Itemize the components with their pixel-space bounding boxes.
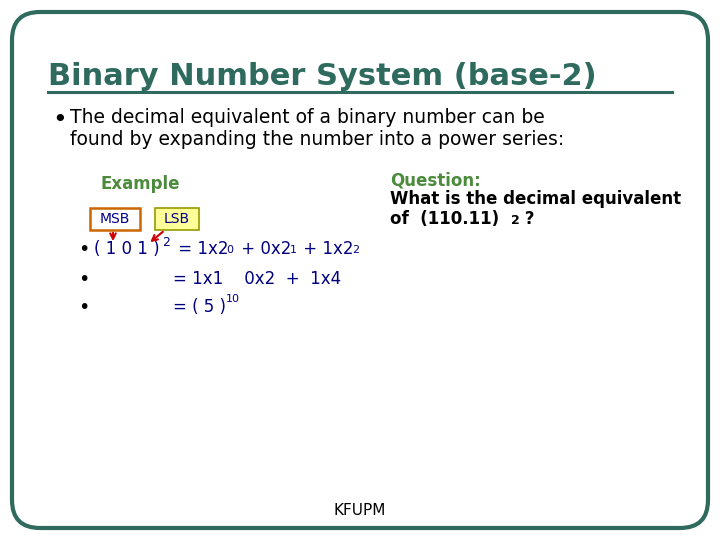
Text: •: • — [78, 270, 89, 289]
Text: + 0x2: + 0x2 — [236, 240, 292, 258]
Text: + 1x2: + 1x2 — [298, 240, 354, 258]
Text: Question:: Question: — [390, 172, 481, 190]
Text: 1: 1 — [290, 245, 297, 255]
Text: LSB: LSB — [164, 212, 190, 226]
Text: •: • — [78, 240, 89, 259]
Text: Example: Example — [100, 175, 179, 193]
Text: ?: ? — [519, 210, 534, 228]
Text: = ( 5 ): = ( 5 ) — [173, 298, 226, 316]
Text: 2: 2 — [162, 236, 170, 249]
Text: 2: 2 — [511, 214, 520, 227]
Text: of  (110.11): of (110.11) — [390, 210, 499, 228]
Text: •: • — [52, 108, 67, 132]
Text: What is the decimal equivalent: What is the decimal equivalent — [390, 190, 681, 208]
Text: 10: 10 — [226, 294, 240, 304]
Text: •: • — [78, 298, 89, 317]
Text: found by expanding the number into a power series:: found by expanding the number into a pow… — [70, 130, 564, 149]
Text: MSB: MSB — [100, 212, 130, 226]
Text: Binary Number System (base-2): Binary Number System (base-2) — [48, 62, 597, 91]
FancyBboxPatch shape — [12, 12, 708, 528]
Text: ( 1 0 1 ): ( 1 0 1 ) — [94, 240, 160, 258]
Text: 0: 0 — [226, 245, 233, 255]
FancyBboxPatch shape — [90, 208, 140, 230]
Text: KFUPM: KFUPM — [334, 503, 386, 518]
Text: = 1x2: = 1x2 — [173, 240, 228, 258]
FancyBboxPatch shape — [155, 208, 199, 230]
Text: The decimal equivalent of a binary number can be: The decimal equivalent of a binary numbe… — [70, 108, 545, 127]
Text: 2: 2 — [352, 245, 359, 255]
Text: = 1x1    0x2  +  1x4: = 1x1 0x2 + 1x4 — [173, 270, 341, 288]
